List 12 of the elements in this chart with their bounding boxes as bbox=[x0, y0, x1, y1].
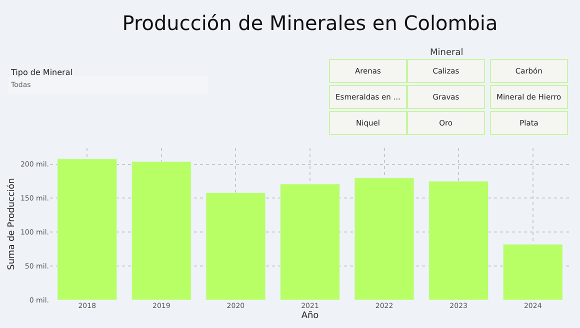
y-axis-title: Suma de Producción bbox=[6, 178, 17, 270]
text: Mineral bbox=[430, 48, 464, 58]
bar bbox=[57, 158, 118, 300]
bar bbox=[354, 178, 414, 300]
bar bbox=[280, 184, 340, 300]
chart-title: Producción de Minerales en Colombia bbox=[122, 11, 498, 35]
x-axis-title: Año bbox=[301, 310, 320, 321]
bar bbox=[502, 244, 563, 300]
text: Tipo de Mineral bbox=[10, 68, 72, 77]
bar bbox=[428, 181, 489, 300]
bar bbox=[206, 192, 266, 300]
bar bbox=[131, 161, 192, 300]
